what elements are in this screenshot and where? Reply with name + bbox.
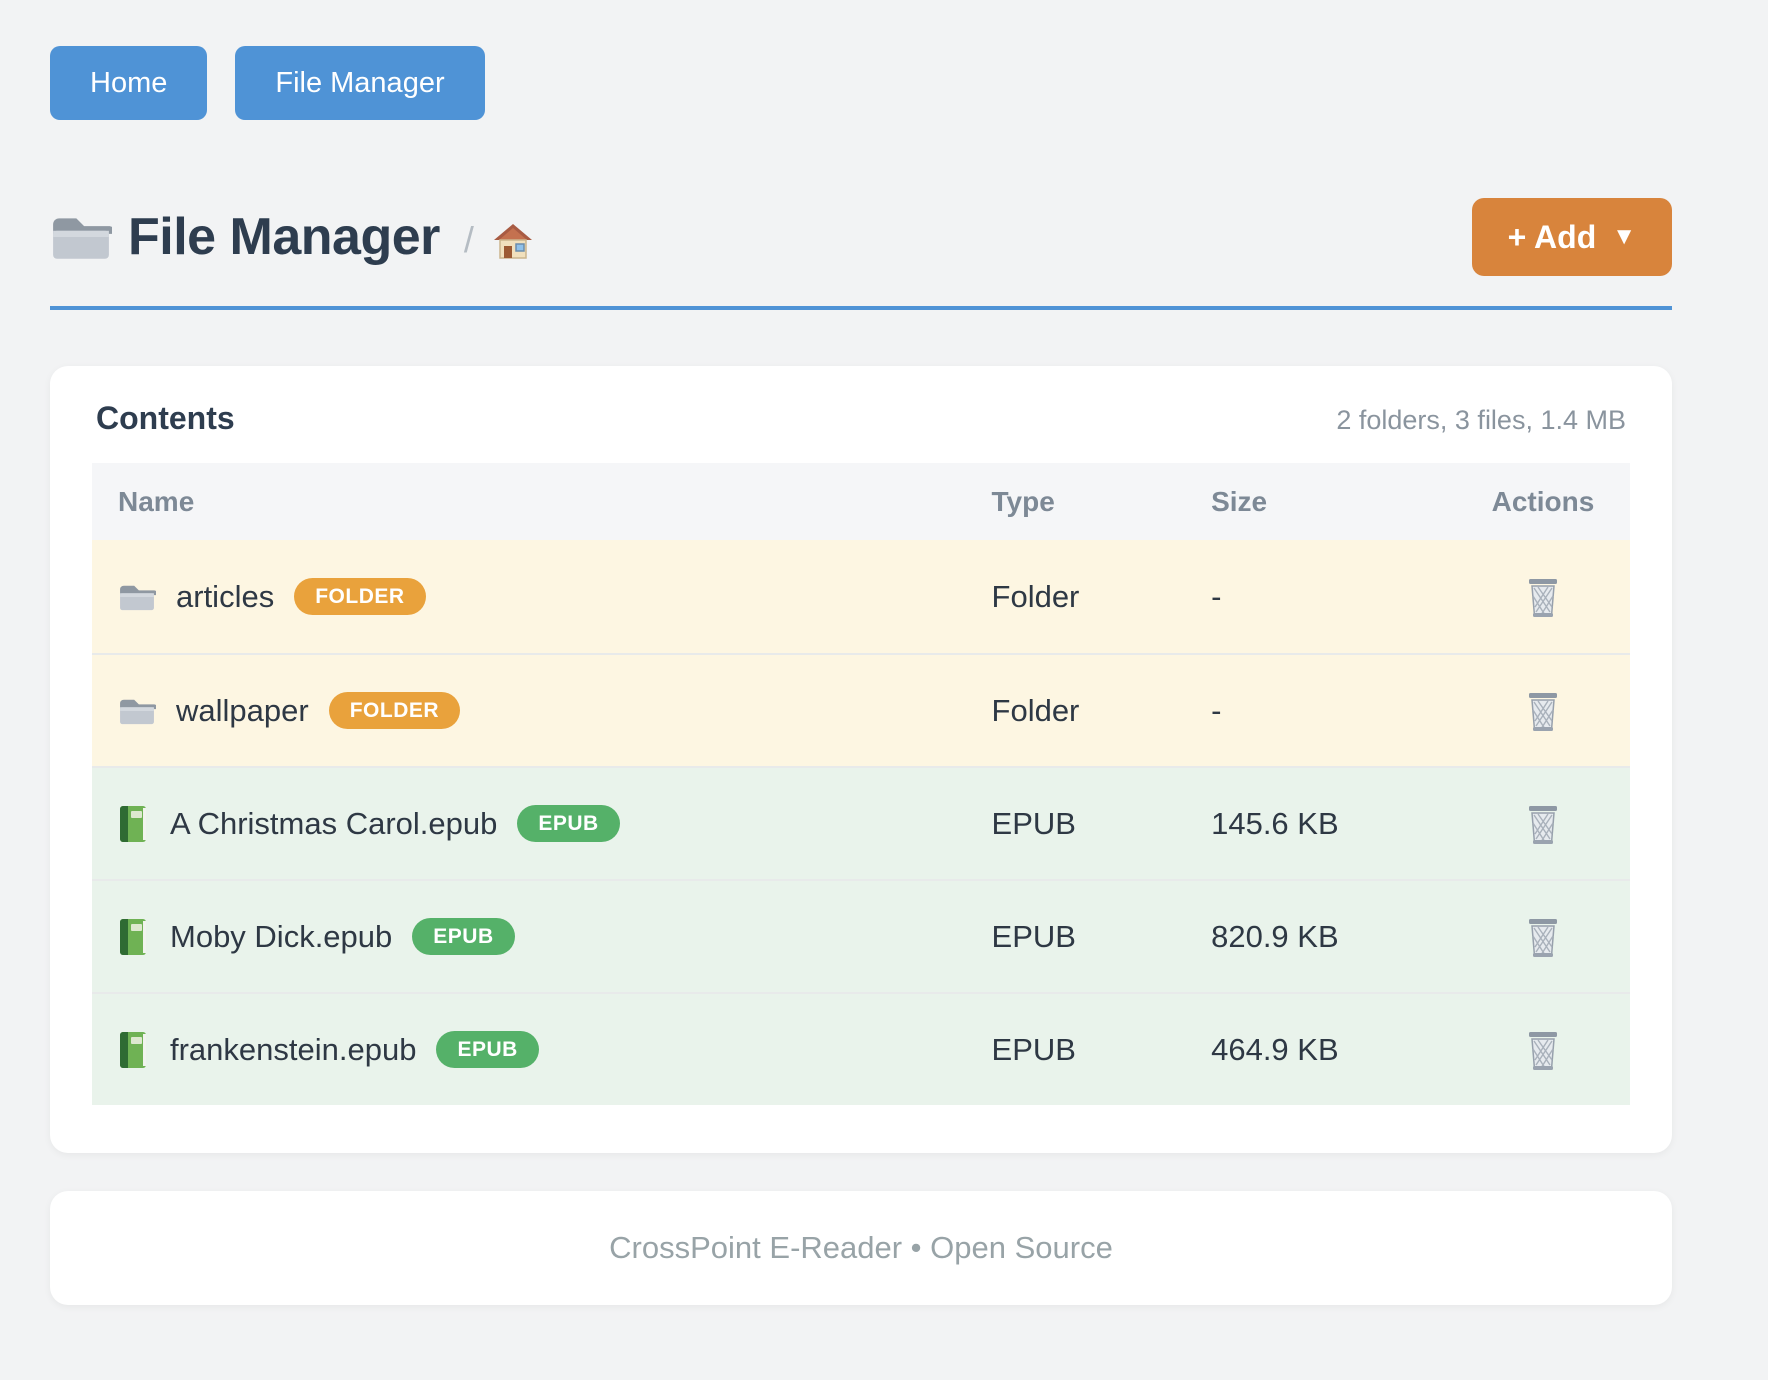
contents-heading: Contents: [96, 400, 235, 436]
file-type: EPUB: [991, 805, 1076, 841]
house-icon[interactable]: [492, 220, 534, 262]
contents-card: Contents 2 folders, 3 files, 1.4 MB Name…: [50, 366, 1672, 1153]
column-header-type: Type: [991, 485, 1055, 517]
book-icon: [120, 918, 146, 955]
contents-card-header: Contents 2 folders, 3 files, 1.4 MB: [92, 400, 1630, 437]
file-size: -: [1211, 692, 1222, 728]
file-name: wallpaper: [176, 692, 309, 728]
file-manager-button[interactable]: File Manager: [235, 46, 485, 120]
column-header-name: Name: [118, 485, 195, 517]
book-icon: [120, 805, 146, 842]
trash-icon: [1528, 1030, 1558, 1071]
page-header: File Manager / + Add ▼: [50, 198, 1672, 276]
file-name: Moby Dick.epub: [170, 918, 393, 954]
delete-button[interactable]: [1522, 912, 1564, 962]
file-size: -: [1211, 578, 1222, 614]
footer-text: CrossPoint E-Reader • Open Source: [609, 1230, 1113, 1265]
add-button[interactable]: + Add ▼: [1471, 198, 1672, 276]
table-row-christmas-carol[interactable]: A Christmas Carol.epub EPUB EPUB 145.6 K…: [92, 766, 1630, 879]
trash-icon: [1528, 804, 1558, 845]
column-header-actions: Actions: [1491, 485, 1595, 517]
delete-button[interactable]: [1522, 799, 1564, 849]
table-row-moby-dick[interactable]: Moby Dick.epub EPUB EPUB 820.9 KB: [92, 879, 1630, 992]
book-icon: [120, 1031, 146, 1068]
file-name: articles: [176, 578, 275, 614]
file-name: A Christmas Carol.epub: [170, 805, 498, 841]
title-group: File Manager /: [50, 207, 534, 267]
folder-icon: [53, 218, 112, 259]
add-button-label: + Add: [1507, 218, 1597, 255]
file-size: 145.6 KB: [1211, 805, 1339, 841]
delete-button[interactable]: [1522, 686, 1564, 736]
epub-badge: EPUB: [436, 1031, 539, 1068]
file-name: frankenstein.epub: [170, 1031, 417, 1067]
epub-badge: EPUB: [517, 805, 620, 842]
file-type: EPUB: [991, 1031, 1076, 1067]
folder-icon: [120, 699, 156, 724]
breadcrumb-separator: /: [463, 219, 474, 260]
top-nav: Home File Manager: [50, 46, 1672, 120]
file-size: 464.9 KB: [1211, 1031, 1339, 1067]
epub-badge: EPUB: [412, 918, 515, 955]
table-row-wallpaper[interactable]: wallpaper FOLDER Folder -: [92, 653, 1630, 766]
trash-icon: [1528, 577, 1558, 618]
file-type: EPUB: [991, 918, 1076, 954]
table-row-articles[interactable]: articles FOLDER Folder -: [92, 540, 1630, 653]
folder-badge: FOLDER: [294, 578, 426, 615]
home-button[interactable]: Home: [50, 46, 208, 120]
table-row-frankenstein[interactable]: frankenstein.epub EPUB EPUB 464.9 KB: [92, 992, 1630, 1105]
column-header-size: Size: [1211, 485, 1268, 517]
file-type: Folder: [991, 578, 1080, 614]
page: Home File Manager File Manager / + Add ▼…: [50, 0, 1672, 1305]
folder-badge: FOLDER: [328, 692, 461, 729]
trash-icon: [1528, 691, 1558, 732]
delete-button[interactable]: [1522, 572, 1564, 622]
contents-summary: 2 folders, 3 files, 1.4 MB: [1336, 405, 1626, 435]
delete-button[interactable]: [1522, 1025, 1564, 1075]
file-table: Name Type Size Actions articles FOLDER F…: [92, 463, 1630, 1105]
table-header-row: Name Type Size Actions: [92, 463, 1630, 540]
file-type: Folder: [991, 692, 1080, 728]
header-divider: [50, 306, 1672, 310]
page-title: File Manager: [128, 208, 440, 266]
chevron-down-icon: ▼: [1612, 223, 1636, 250]
footer: CrossPoint E-Reader • Open Source: [50, 1191, 1672, 1305]
folder-icon: [120, 585, 156, 610]
file-size: 820.9 KB: [1211, 918, 1339, 954]
trash-icon: [1528, 917, 1558, 958]
